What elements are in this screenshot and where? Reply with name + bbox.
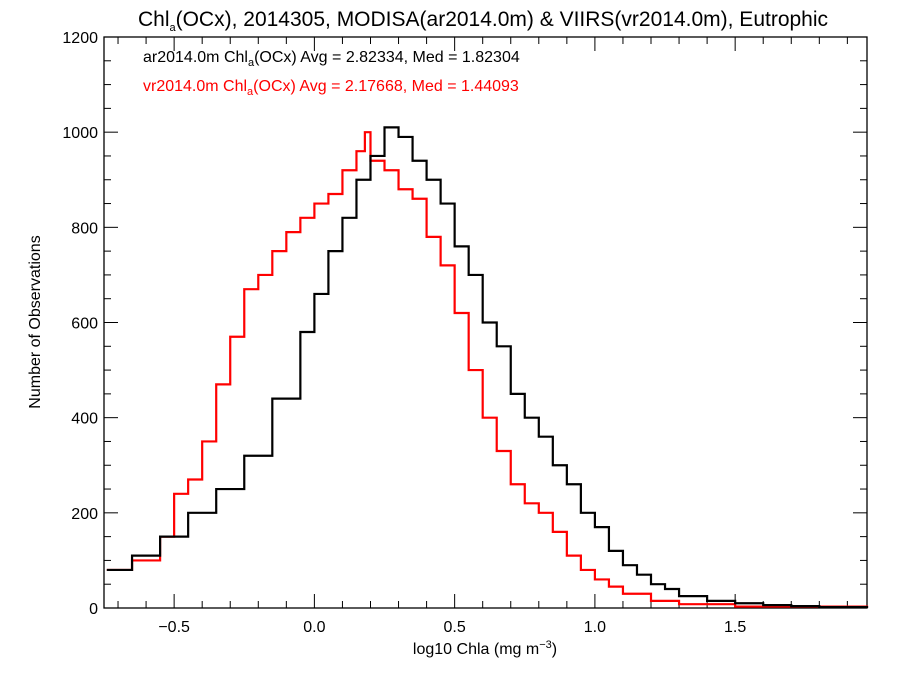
svg-text:Chla(OCx), 2014305, MODISA(ar2: Chla(OCx), 2014305, MODISA(ar2014.0m) & … xyxy=(138,8,828,34)
series-line-viirs xyxy=(106,131,869,608)
chart-title-main: Chl xyxy=(138,8,170,31)
legend-entry-modisa: ar2014.0m Chla(OCx) Avg = 2.82334, Med =… xyxy=(143,49,520,69)
x-tick-label: 0.0 xyxy=(303,619,325,636)
y-tick-label: 600 xyxy=(71,316,98,333)
x-tick-label: −0.5 xyxy=(158,619,190,636)
y-tick-label: 0 xyxy=(89,601,98,618)
x-tick-label: 1.5 xyxy=(724,619,746,636)
y-tick-label: 400 xyxy=(71,411,98,428)
chart-title-rest: (OCx), 2014305, MODISA(ar2014.0m) & VIIR… xyxy=(176,8,828,31)
x-axis-label: log10 Chla (mg m−3) xyxy=(413,639,557,658)
x-tick-label: 1.0 xyxy=(584,619,606,636)
chart-title-subscript: a xyxy=(169,22,176,34)
y-tick-label: 1000 xyxy=(62,125,98,142)
series-layer xyxy=(106,126,869,609)
y-tick-label: 200 xyxy=(71,506,98,523)
x-tick-label: 0.5 xyxy=(444,619,466,636)
axis-ticks: −0.5 0.0 0.5 1.0 1.5 0 200 400 600 800 1000 1200 xyxy=(62,30,867,636)
series-line-modisa xyxy=(106,126,869,609)
legend: ar2014.0m Chla(OCx) Avg = 2.82334, Med =… xyxy=(143,49,520,98)
y-tick-label: 800 xyxy=(71,220,98,237)
chart-title: Chla(OCx), 2014305, MODISA(ar2014.0m) & … xyxy=(138,8,828,34)
y-tick-label: 1200 xyxy=(62,30,98,47)
legend-entry-viirs: vr2014.0m Chla(OCx) Avg = 2.17668, Med =… xyxy=(143,78,519,98)
y-axis-label: Number of Observations xyxy=(27,235,44,408)
